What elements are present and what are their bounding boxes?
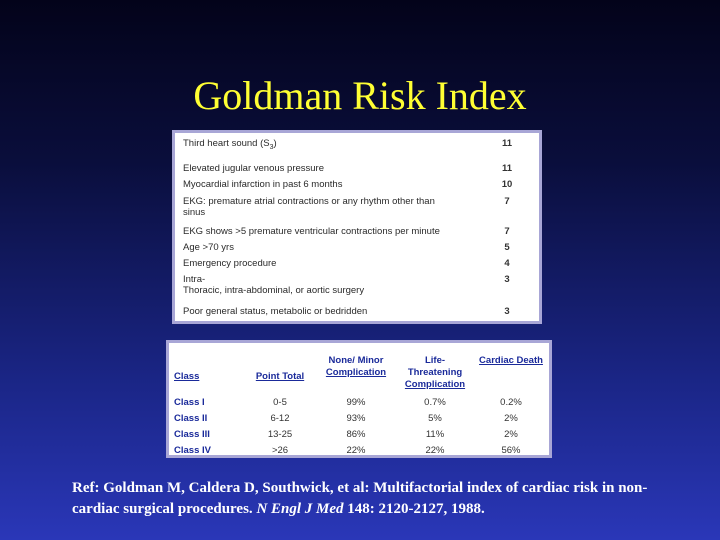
- criteria-points: 11: [501, 163, 513, 174]
- criteria-points: 7: [504, 196, 510, 207]
- row-minor: 93%: [346, 413, 366, 424]
- row-point-total: 6-12: [270, 413, 290, 424]
- criteria-label: Intra- Thoracic, intra-abdominal, or aort…: [183, 274, 365, 296]
- criteria-label: Emergency procedure: [183, 258, 277, 269]
- criteria-label: Poor general status, metabolic or bedrid…: [183, 306, 368, 317]
- criteria-points: 10: [501, 179, 513, 190]
- criteria-points: 5: [504, 242, 510, 253]
- criteria-label: EKG shows >5 premature ventricular contr…: [183, 226, 440, 237]
- row-death: 56%: [501, 445, 521, 456]
- row-class: Class III: [174, 429, 210, 440]
- row-point-total: 0-5: [273, 397, 287, 408]
- row-death: 2%: [504, 429, 518, 440]
- criteria-points: 7: [504, 226, 510, 237]
- row-life: 22%: [425, 445, 445, 456]
- row-point-total: >26: [271, 445, 289, 456]
- header-minor-line2: Complication: [325, 367, 387, 378]
- criteria-points: 3: [504, 306, 510, 317]
- journal-name: N Engl J Med: [256, 501, 344, 517]
- row-life: 5%: [428, 413, 442, 424]
- header-life-line3: Complication: [404, 379, 466, 390]
- row-class: Class I: [174, 397, 205, 408]
- criteria-label: Elevated jugular venous pressure: [183, 163, 325, 174]
- criteria-table: Third heart sound (S3) 11 Elevated jugul…: [172, 130, 542, 324]
- header-cardiac-death: Cardiac Death: [479, 355, 543, 366]
- row-life: 0.7%: [424, 397, 446, 408]
- row-life: 11%: [425, 429, 445, 440]
- row-class: Class II: [174, 413, 208, 424]
- row-minor: 99%: [346, 397, 366, 408]
- header-class: Class: [174, 371, 200, 382]
- criteria-label: Age >70 yrs: [183, 242, 234, 253]
- row-death: 0.2%: [500, 397, 522, 408]
- criteria-points: 4: [504, 258, 510, 269]
- criteria-points: 3: [504, 274, 510, 285]
- row-class: Class IV: [174, 445, 211, 456]
- reference-citation: Ref: Goldman M, Caldera D, Southwick, et…: [72, 480, 648, 517]
- row-minor: 86%: [346, 429, 366, 440]
- row-minor: 22%: [346, 445, 366, 456]
- criteria-label: EKG: premature atrial contractions or an…: [183, 196, 435, 218]
- class-table: Class Point Total None/ Minor Complicati…: [166, 340, 552, 458]
- header-life-line1: Life-: [424, 355, 446, 366]
- criteria-label: Myocardial infarction in past 6 months: [183, 179, 343, 190]
- row-death: 2%: [504, 413, 518, 424]
- header-point-total: Point Total: [255, 371, 305, 382]
- header-life-line2: Threatening: [407, 367, 463, 378]
- row-point-total: 13-25: [267, 429, 293, 440]
- header-minor-line1: None/ Minor: [328, 355, 384, 366]
- criteria-points: 11: [501, 138, 513, 149]
- slide-title: Goldman Risk Index: [193, 73, 527, 118]
- criteria-label: Third heart sound (S3): [183, 138, 277, 151]
